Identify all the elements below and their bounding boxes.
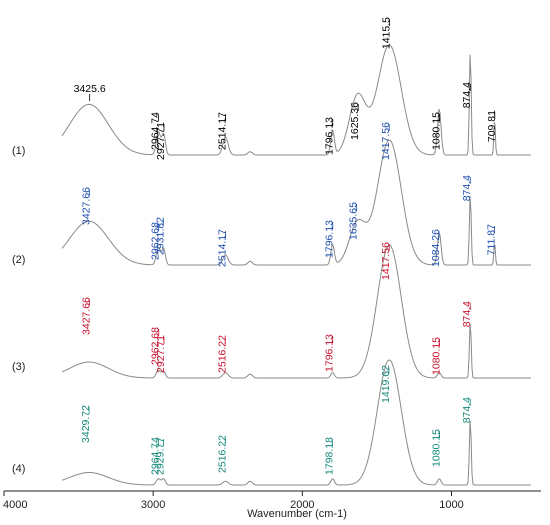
peak-label: 1625.36	[349, 102, 361, 140]
trace-label-3: (3)	[12, 361, 25, 373]
peak-label: 2516.22	[216, 335, 228, 373]
peak-label: 2929.77	[155, 437, 167, 475]
spectrum-line-3	[61, 244, 531, 379]
peak-label: 1415.5	[381, 17, 393, 49]
x-axis-title: Wavenumber (cm-1)	[247, 508, 347, 520]
peak-label: 3427.66	[80, 187, 92, 225]
traces-group	[61, 44, 531, 486]
peak-label: 874.4	[461, 301, 473, 327]
peak-label: 2927.71	[155, 122, 167, 160]
peak-label: 2964.74	[149, 112, 161, 150]
trace-label-1: (1)	[12, 145, 25, 157]
peak-label: 3429.72	[80, 405, 92, 443]
peak-label: 874.4	[461, 82, 473, 108]
x-tick-label: 1000	[439, 499, 463, 511]
peak-label: 1080.15	[431, 429, 443, 467]
peak-label: 1084.26	[430, 229, 442, 267]
peak-label: 1419.62	[380, 365, 392, 403]
peak-label: 1796.13	[324, 220, 336, 258]
peak-label: 2964.74	[149, 437, 161, 475]
spectrum-line-4	[61, 359, 531, 486]
peak-label: 1796.13	[324, 117, 336, 155]
peak-label: 1417.56	[380, 122, 392, 160]
trace-label-2: (2)	[12, 254, 25, 266]
peak-label: 1635.65	[348, 202, 360, 240]
peak-label: 3425.6	[74, 83, 106, 95]
peak-label: 2962.68	[150, 222, 162, 260]
peak-label: 2514.17	[217, 229, 229, 267]
spectrum-line-2	[61, 139, 531, 266]
peak-label: 1080.15	[431, 337, 443, 375]
peak-label: 1796.13	[324, 334, 336, 372]
spectrum-line-1	[61, 44, 531, 156]
peak-label: 709.81	[486, 110, 498, 142]
trace-label-4: (4)	[12, 463, 25, 475]
peak-label: 2514.17	[217, 112, 229, 150]
peak-label: 874.4	[461, 175, 473, 201]
peak-label: 2931.82	[154, 217, 166, 255]
x-tick-label: 3000	[141, 499, 165, 511]
peak-label: 711.87	[485, 224, 497, 255]
x-tick-label: 2000	[290, 499, 314, 511]
peak-label: 1798.18	[323, 437, 335, 475]
peak-label: 2927.71	[155, 335, 167, 373]
peak-label: 874.4	[461, 397, 473, 423]
peak-label: 3427.66	[80, 297, 92, 335]
peak-label: 2516.22	[216, 435, 228, 473]
peak-label: 1417.56	[380, 242, 392, 280]
peak-label: 2962.68	[150, 327, 162, 365]
peak-label: 1080.15	[431, 112, 443, 150]
x-tick-label: 4000	[3, 499, 27, 511]
x-axis: Wavenumber (cm-1) 4000 3000 2000 1000	[3, 490, 541, 520]
